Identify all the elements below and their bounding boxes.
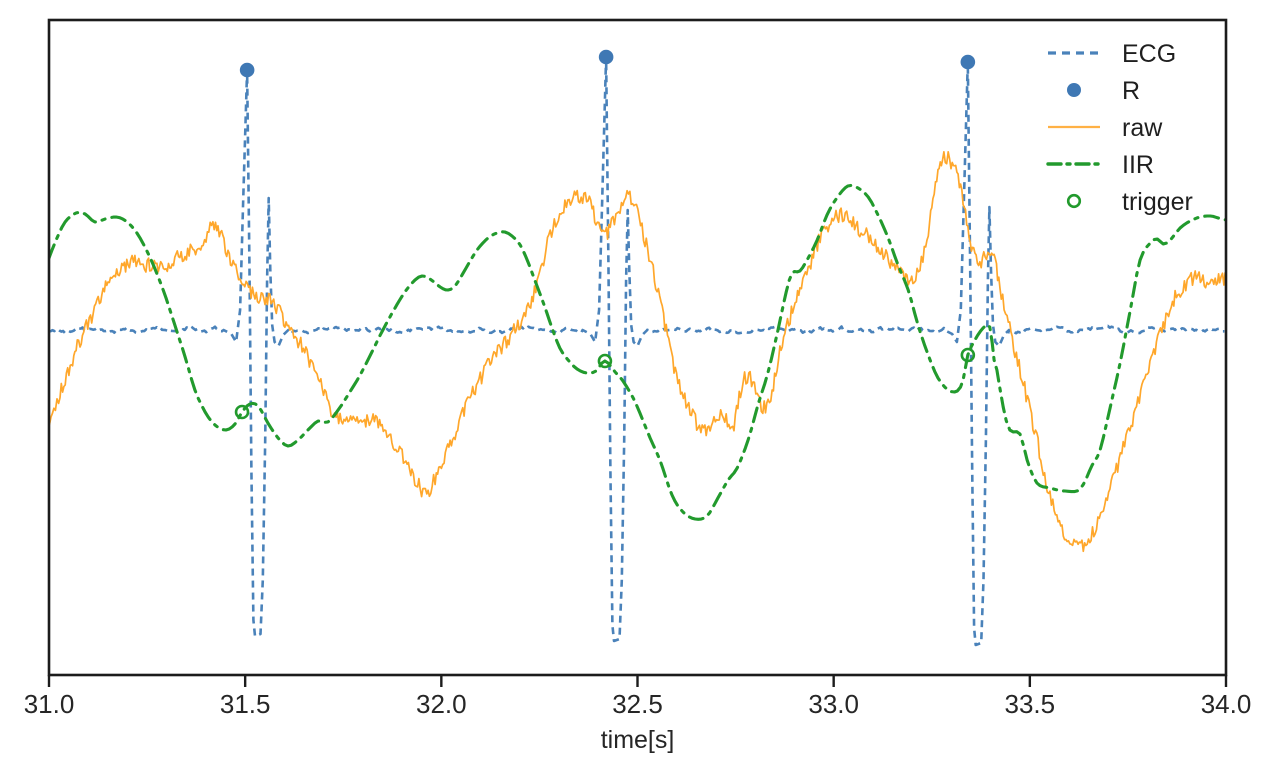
- legend-label: R: [1122, 77, 1140, 105]
- r-peak-marker: [239, 62, 255, 78]
- plot-area: [48, 49, 1227, 647]
- x-tick-label: 31.5: [220, 689, 271, 719]
- x-axis: 31.0 31.5 32.0 32.5 33.0 33.5 34.0: [24, 675, 1252, 719]
- x-tick-label: 32.5: [612, 689, 663, 719]
- legend-label: raw: [1122, 114, 1163, 142]
- x-tick-label: 33.5: [1005, 689, 1056, 719]
- legend-item-r: R: [1067, 77, 1140, 105]
- iir-line: [48, 183, 1227, 521]
- r-peak-marker: [598, 49, 614, 65]
- legend-item-raw: raw: [1048, 114, 1163, 142]
- x-tick-label: 32.0: [416, 689, 467, 719]
- legend-item-trigger: trigger: [1066, 188, 1193, 216]
- ecg-line: [48, 55, 1225, 647]
- trigger-marker: [234, 404, 250, 420]
- legend-label: trigger: [1122, 188, 1193, 216]
- legend-item-iir: IIR: [1046, 151, 1154, 179]
- x-tick-label: 34.0: [1201, 689, 1252, 719]
- axes-frame: [47, 18, 1228, 677]
- trigger-marker: [597, 353, 613, 369]
- x-tick-label: 31.0: [24, 689, 75, 719]
- x-tick-label: 33.0: [808, 689, 859, 719]
- legend-item-ecg: ECG: [1048, 40, 1176, 68]
- raw-line: [48, 150, 1227, 553]
- r-peak-marker: [960, 54, 976, 70]
- legend-label: IIR: [1122, 151, 1154, 179]
- r-legend-swatch: [1067, 83, 1081, 97]
- trigger-legend-swatch: [1066, 193, 1082, 209]
- legend-label: ECG: [1122, 40, 1176, 68]
- trigger-marker: [960, 347, 976, 363]
- x-axis-label: time[s]: [601, 726, 675, 754]
